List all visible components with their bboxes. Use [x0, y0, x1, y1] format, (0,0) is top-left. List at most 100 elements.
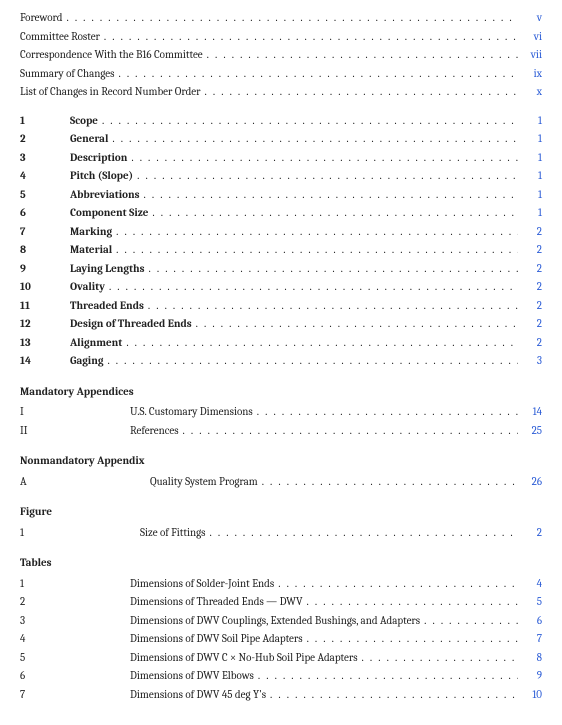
mandatory-row: IU.S. Customary Dimensions14: [20, 404, 542, 421]
toc-title: Component Size: [70, 205, 152, 222]
toc-title: Laying Lengths: [70, 261, 148, 278]
mandatory-row: IIReferences 25: [20, 423, 542, 440]
mandatory-list: IU.S. Customary Dimensions14 IIReferences…: [20, 404, 542, 439]
toc-number: 2: [20, 131, 70, 148]
toc-page-number: 6: [518, 613, 542, 630]
toc-title: Alignment: [70, 335, 126, 352]
toc-page-number: 1: [518, 168, 542, 185]
chapter-row: 2General1: [20, 131, 542, 148]
chapter-row: 7Marking2: [20, 224, 542, 241]
toc-leader-dots: [116, 224, 518, 241]
toc-title: General: [70, 131, 112, 148]
toc-title: Quality System Program: [150, 474, 262, 491]
front-matter-row: Committee Rostervi: [20, 29, 542, 46]
front-matter-row: Correspondence With the B16 Committeevii: [20, 47, 542, 64]
toc-leader-dots: [102, 113, 518, 130]
chapter-row: 11Threaded Ends 2: [20, 298, 542, 315]
toc-leader-dots: [196, 316, 518, 333]
toc-leader-dots: [144, 187, 518, 204]
table-row: 1Dimensions of Solder-Joint Ends4: [20, 576, 542, 593]
chapter-row: 8Material2: [20, 242, 542, 259]
toc-leader-dots: [131, 150, 518, 167]
toc-leader-dots: [262, 474, 518, 491]
toc-leader-dots: [362, 650, 518, 667]
toc-leader-dots: [210, 525, 519, 542]
toc-page-number: vi: [518, 29, 542, 46]
chapter-row: 14Gaging3: [20, 353, 542, 370]
figure-heading: Figure: [20, 504, 542, 521]
toc-leader-dots: [104, 29, 518, 46]
chapter-row: 12Design of Threaded Ends2: [20, 316, 542, 333]
tables-heading: Tables: [20, 555, 542, 572]
toc-number: II: [20, 423, 130, 440]
toc-title: List of Changes in Record Number Order: [20, 84, 205, 101]
toc-page-number: 1: [518, 205, 542, 222]
toc-number: 7: [20, 224, 70, 241]
toc-title: Summary of Changes: [20, 66, 118, 83]
toc-title: Dimensions of DWV Soil Pipe Adapters: [130, 631, 307, 648]
toc-page-number: 2: [518, 525, 542, 542]
toc-number: 1: [20, 113, 70, 130]
toc-page-number: 2: [518, 298, 542, 315]
toc-number: 3: [20, 150, 70, 167]
toc-page-number: 26: [518, 474, 542, 491]
toc-leader-dots: [183, 423, 518, 440]
toc-title: References: [130, 423, 183, 440]
chapter-row: 6Component Size 1: [20, 205, 542, 222]
toc-page-number: 25: [518, 423, 542, 440]
mandatory-heading: Mandatory Appendices: [20, 384, 542, 401]
tables-list: 1Dimensions of Solder-Joint Ends42Dimens…: [20, 576, 542, 704]
toc-leader-dots: [257, 404, 518, 421]
toc-number: A: [20, 474, 150, 491]
toc-number: I: [20, 404, 130, 421]
toc-title: Foreword: [20, 10, 66, 27]
toc-leader-dots: [112, 131, 518, 148]
table-row: 2Dimensions of Threaded Ends — DWV5: [20, 594, 542, 611]
toc-leader-dots: [205, 84, 519, 101]
front-matter-list: Forewordv Committee RosterviCorrespondenc…: [20, 10, 542, 101]
toc-title: Material: [70, 242, 116, 259]
toc-page-number: 1: [518, 150, 542, 167]
chapter-row: 10Ovality2: [20, 279, 542, 296]
chapter-row: 13Alignment2: [20, 335, 542, 352]
front-matter-row: List of Changes in Record Number Order x: [20, 84, 542, 101]
toc-title: Pitch (Slope): [70, 168, 137, 185]
toc-title: Size of Fittings: [140, 525, 210, 542]
toc-page-number: x: [518, 84, 542, 101]
toc-title: Dimensions of DWV Couplings, Extended Bu…: [130, 613, 424, 630]
chapter-row: 9Laying Lengths2: [20, 261, 542, 278]
chapter-row: 3Description1: [20, 150, 542, 167]
table-row: 5Dimensions of DWV C × No-Hub Soil Pipe …: [20, 650, 542, 667]
toc-title: Dimensions of Threaded Ends — DWV: [130, 594, 307, 611]
toc-number: 6: [20, 668, 130, 685]
toc-leader-dots: [148, 298, 518, 315]
toc-number: 7: [20, 687, 130, 704]
toc-title: Ovality: [70, 279, 109, 296]
chapters-list: 1Scope12General13Description14Pitch (Slo…: [20, 113, 542, 370]
toc-title: Abbreviations: [70, 187, 144, 204]
figures-list: 1Size of Fittings 2: [20, 525, 542, 542]
nonmandatory-heading: Nonmandatory Appendix: [20, 453, 542, 470]
front-matter-row: Forewordv: [20, 10, 542, 27]
toc-leader-dots: [137, 168, 518, 185]
toc-title: Threaded Ends: [70, 298, 148, 315]
toc-leader-dots: [152, 205, 518, 222]
toc-number: 11: [20, 298, 70, 315]
toc-leader-dots: [107, 353, 518, 370]
toc-number: 3: [20, 613, 130, 630]
toc-page-number: 1: [518, 113, 542, 130]
toc-title: Design of Threaded Ends: [70, 316, 196, 333]
toc-number: 14: [20, 353, 70, 370]
toc-page-number: 2: [518, 242, 542, 259]
toc-page-number: 2: [518, 224, 542, 241]
table-row: 3Dimensions of DWV Couplings, Extended B…: [20, 613, 542, 630]
toc-number: 1: [20, 525, 140, 542]
toc-number: 13: [20, 335, 70, 352]
toc-leader-dots: [207, 47, 518, 64]
toc-number: 5: [20, 187, 70, 204]
toc-number: 9: [20, 261, 70, 278]
toc-number: 6: [20, 205, 70, 222]
toc-title: Dimensions of Solder-Joint Ends: [130, 576, 278, 593]
toc-page-number: 7: [518, 631, 542, 648]
toc-page-number: 10: [518, 687, 542, 704]
